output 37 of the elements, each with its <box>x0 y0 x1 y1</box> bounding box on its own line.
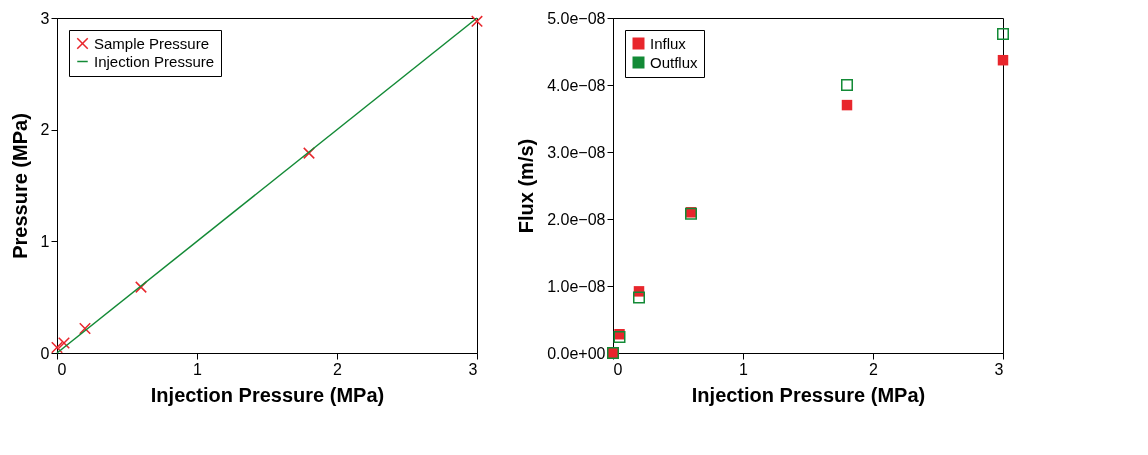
y-tick-label: 2.0e−08 <box>547 210 606 228</box>
point <box>997 28 1009 41</box>
y-tick-label: 4.0e−08 <box>547 76 606 94</box>
y-tick-label: 2 <box>40 121 50 139</box>
y-axis-title: Pressure (MPa) <box>8 113 31 259</box>
y-tick-label: 5.0e−08 <box>547 9 606 27</box>
point <box>471 15 483 28</box>
x-tick-label: 1 <box>739 360 749 378</box>
x-axis-title: Injection Pressure (MPa) <box>150 383 385 406</box>
point <box>58 336 70 349</box>
legend-label: Sample Pressure <box>94 34 210 52</box>
y-tick-label: 1.0e−08 <box>547 277 606 295</box>
point <box>997 54 1009 66</box>
point <box>79 322 91 335</box>
x-tick-label: 2 <box>869 360 879 378</box>
legend-label: Outflux <box>650 53 699 71</box>
legend-label: Influx <box>650 34 687 52</box>
x-tick-label: 0 <box>613 360 623 378</box>
point <box>51 341 63 354</box>
point <box>303 147 315 160</box>
point <box>633 291 645 304</box>
x-axis-title: Injection Pressure (MPa) <box>691 383 926 406</box>
x-tick-label: 0 <box>57 360 67 378</box>
x-tick-label: 3 <box>468 360 478 378</box>
y-tick-label: 0 <box>40 344 50 362</box>
x-tick-label: 2 <box>333 360 343 378</box>
x-tick-label: 3 <box>994 360 1004 378</box>
y-tick-label: 0.0e+00 <box>547 344 606 362</box>
y-tick-label: 3.0e−08 <box>547 143 606 161</box>
legend-label: Injection Pressure <box>94 52 215 70</box>
y-axis-title: Flux (m/s) <box>515 138 538 234</box>
point <box>841 99 853 111</box>
y-tick-label: 1 <box>40 232 50 250</box>
point <box>135 281 147 294</box>
y-tick-label: 3 <box>40 9 50 27</box>
x-tick-label: 1 <box>193 360 203 378</box>
point <box>841 79 853 91</box>
